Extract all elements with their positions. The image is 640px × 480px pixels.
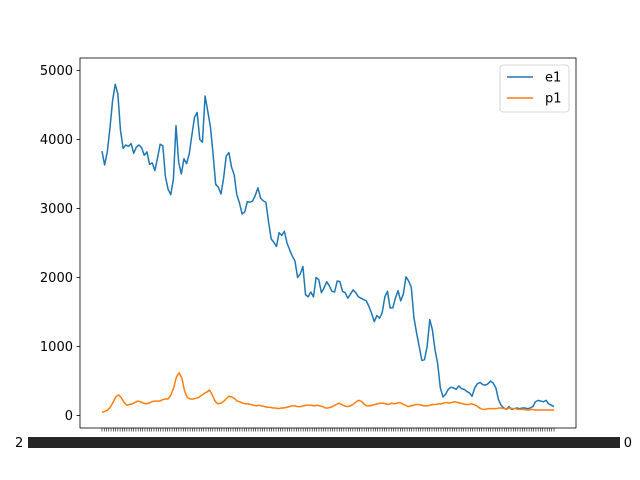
y-tick-label: 4000 [40,133,73,148]
y-tick-label: 3000 [40,202,73,217]
y-tick-label: 2000 [40,271,73,286]
plot-frame [79,57,577,429]
y-tick-label: 5000 [40,64,73,79]
plot-area [80,58,576,428]
legend-label-e1: e1 [545,71,561,86]
legend-label-p1: p1 [545,92,562,107]
x-tick-label-left-fragment: 2 [15,436,23,451]
y-tick-label: 1000 [40,340,73,355]
x-tick-label-right-fragment: 0 [624,436,632,451]
series-line-p1 [101,372,554,413]
series-layer [101,83,555,413]
x-tick-labels-overlap [28,437,620,448]
x-axis-ticks [28,428,620,448]
y-axis-ticks: 0 1000 2000 3000 4000 5000 [40,64,80,424]
series-line-e1 [101,83,555,411]
y-tick-label: 0 [65,409,73,424]
